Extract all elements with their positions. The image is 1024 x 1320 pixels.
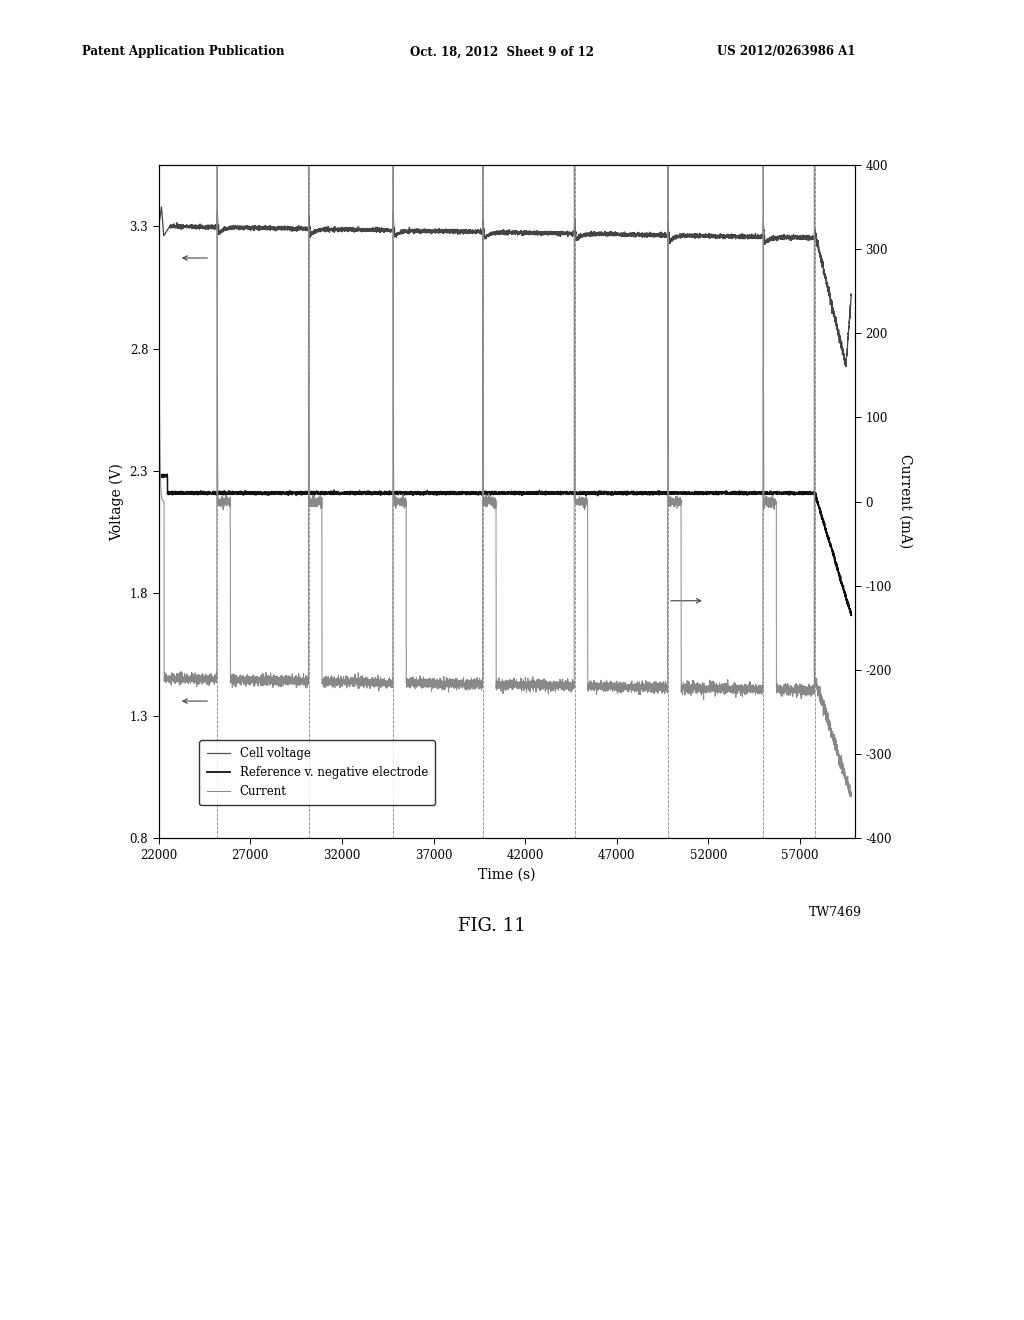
Legend: Cell voltage, Reference v. negative electrode, Current: Cell voltage, Reference v. negative elec…	[200, 741, 435, 805]
Text: FIG. 11: FIG. 11	[458, 917, 525, 936]
Text: TW7469: TW7469	[809, 906, 862, 919]
Y-axis label: Voltage (V): Voltage (V)	[110, 463, 124, 540]
X-axis label: Time (s): Time (s)	[478, 867, 536, 882]
Text: Oct. 18, 2012  Sheet 9 of 12: Oct. 18, 2012 Sheet 9 of 12	[410, 45, 594, 58]
Y-axis label: Current (mA): Current (mA)	[899, 454, 912, 549]
Text: US 2012/0263986 A1: US 2012/0263986 A1	[717, 45, 855, 58]
Text: Patent Application Publication: Patent Application Publication	[82, 45, 285, 58]
